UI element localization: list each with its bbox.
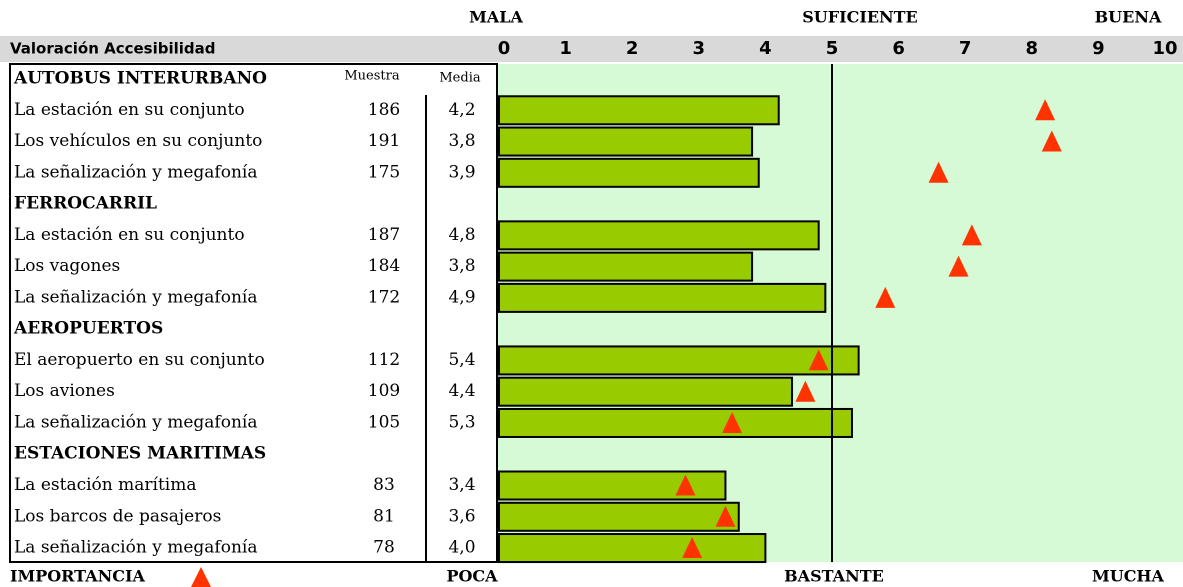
x-tick-label: 4 — [759, 38, 772, 59]
row-label: La estación en su conjunto — [14, 100, 245, 120]
row-label: Los vehículos en su conjunto — [14, 131, 262, 151]
x-tick-label: 9 — [1092, 38, 1105, 59]
bottom-label: MUCHA — [1092, 567, 1165, 586]
sample-value: 191 — [368, 131, 400, 151]
sample-value: 187 — [368, 225, 400, 245]
top-label: SUFICIENTE — [802, 8, 918, 27]
mean-label: 3,4 — [448, 475, 475, 495]
bar — [498, 251, 754, 282]
mean-label: 4,9 — [448, 287, 475, 307]
x-tick-label: 10 — [1152, 38, 1177, 59]
sample-value: 172 — [368, 287, 400, 307]
mean-label: 4,2 — [448, 100, 475, 120]
importance-marker — [808, 349, 829, 371]
row-label: La señalización y megafonía — [14, 538, 257, 558]
sample-value: 184 — [368, 256, 400, 276]
importance-marker — [1035, 99, 1056, 121]
importance-marker — [875, 286, 896, 308]
x-tick-label: 1 — [559, 38, 572, 59]
mean-label: 4,0 — [448, 538, 475, 558]
bar — [498, 407, 853, 438]
bar — [498, 282, 827, 313]
bar — [498, 376, 794, 407]
mean-label: 3,8 — [448, 131, 475, 151]
bottom-label: POCA — [446, 567, 498, 586]
bar — [498, 126, 754, 157]
row-label: La señalización y megafonía — [14, 412, 257, 432]
mean-label: 3,9 — [448, 162, 475, 182]
top-label: BUENA — [1095, 8, 1162, 27]
x-tick-label: 5 — [826, 38, 839, 59]
bar — [498, 501, 740, 532]
importance-marker — [715, 505, 736, 527]
importance-marker — [795, 380, 816, 402]
table-border — [9, 63, 498, 563]
x-tick-label: 6 — [892, 38, 905, 59]
group-label: AEROPUERTOS — [13, 319, 163, 339]
row-label: La señalización y megafonía — [14, 287, 257, 307]
sample-value: 83 — [373, 475, 395, 495]
x-tick-label: 0 — [498, 38, 511, 59]
legend-marker — [191, 567, 211, 587]
importance-marker — [961, 224, 982, 246]
row-label: La estación marítima — [14, 475, 196, 495]
bottom-label: BASTANTE — [784, 567, 884, 586]
sample-value: 109 — [368, 381, 400, 401]
importance-marker — [928, 161, 949, 183]
row-label: La señalización y megafonía — [14, 162, 257, 182]
x-tick-label: 8 — [1026, 38, 1039, 59]
sample-value: 78 — [373, 538, 395, 558]
top-label: MALA — [469, 8, 523, 27]
mean-header: Media — [439, 71, 480, 86]
group-label: FERROCARRIL — [14, 194, 157, 214]
mean-label: 4,4 — [448, 381, 475, 401]
sample-header: Muestra — [344, 69, 399, 84]
group-label: ESTACIONES MARITIMAS — [14, 444, 266, 464]
sample-value: 112 — [368, 350, 400, 370]
mean-label: 3,6 — [448, 506, 475, 526]
importance-marker — [682, 537, 703, 559]
row-label: La estación en su conjunto — [14, 225, 245, 245]
row-label: El aeropuerto en su conjunto — [14, 350, 265, 370]
sample-value: 105 — [368, 412, 400, 432]
bar — [498, 533, 767, 564]
row-label: Los barcos de pasajeros — [14, 506, 221, 526]
sample-value: 81 — [373, 506, 395, 526]
row-label: Los aviones — [14, 381, 115, 401]
bar — [498, 95, 780, 126]
mean-label: 5,3 — [448, 412, 475, 432]
header-title: Valoración Accesibilidad — [10, 40, 216, 58]
bar — [498, 345, 860, 376]
sample-value: 175 — [368, 162, 400, 182]
bar — [498, 220, 820, 251]
row-label: Los vagones — [14, 256, 120, 276]
importance-marker — [675, 474, 696, 496]
importance-marker — [722, 411, 743, 433]
sample-value: 186 — [368, 100, 400, 120]
x-tick-label: 7 — [959, 38, 972, 59]
x-tick-label: 2 — [626, 38, 639, 59]
bar — [498, 157, 760, 188]
importance-marker — [948, 255, 969, 277]
mean-label: 4,8 — [448, 225, 475, 245]
header-band — [0, 36, 1183, 62]
mean-label: 5,4 — [448, 350, 475, 370]
mean-label: 3,8 — [448, 256, 475, 276]
x-tick-label: 3 — [693, 38, 706, 59]
marker-legend: IMPORTANCIA — [10, 567, 145, 586]
group-label: AUTOBUS INTERURBANO — [13, 69, 267, 89]
importance-marker — [1041, 130, 1062, 152]
